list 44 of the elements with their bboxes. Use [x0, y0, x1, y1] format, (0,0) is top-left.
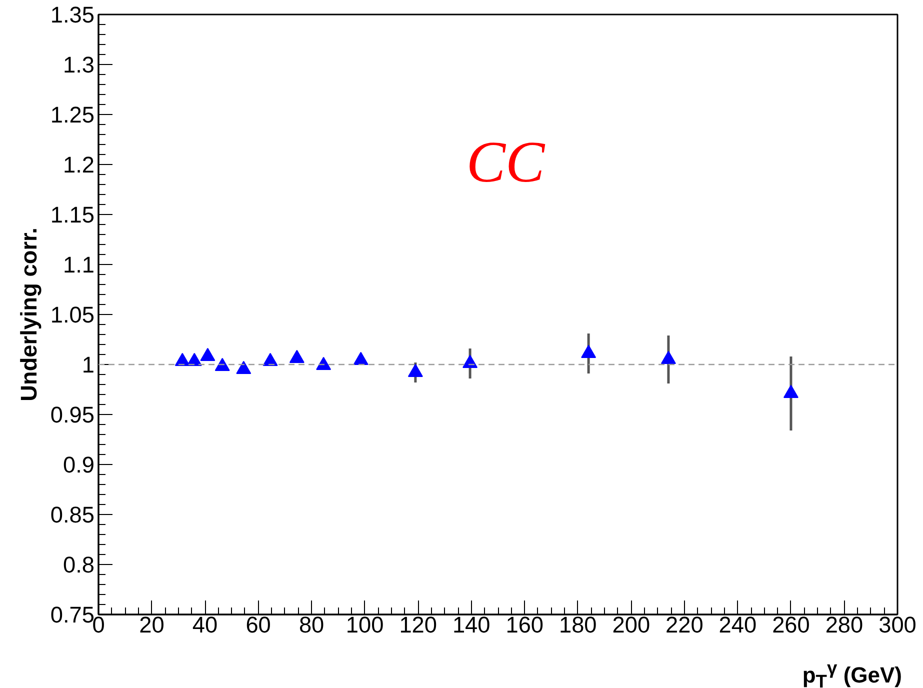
point: [214, 358, 230, 372]
y-tick-label: 1.35: [50, 2, 95, 28]
point: [783, 384, 798, 398]
y-tick-label: 1.2: [63, 152, 95, 178]
y-tick-label: 0.8: [63, 552, 95, 578]
y-tick-label: 0.85: [50, 502, 95, 528]
annotation: CC: [466, 130, 546, 194]
point: [660, 350, 676, 364]
x-axis-title: p$_{T}$$^{γ}$ (GeV): [802, 656, 902, 688]
x-tick-label: 20: [139, 612, 164, 638]
y-axis-title: Underlying corr.: [15, 228, 42, 402]
x-tick-label: 200: [612, 612, 650, 638]
x-tick-label: 220: [666, 612, 704, 638]
x-tick-label: 280: [825, 612, 864, 638]
x-tick-label: 300: [878, 612, 916, 638]
point: [408, 364, 423, 378]
point: [581, 344, 596, 358]
point: [289, 350, 304, 364]
y-tick-label: 0.95: [50, 402, 95, 428]
y-tick-label: 1.3: [63, 52, 95, 78]
y-tick-label: 1.25: [50, 102, 95, 128]
y-tick-label: 1.05: [50, 302, 95, 328]
x-tick-label: 160: [506, 612, 544, 638]
point: [462, 354, 478, 368]
point: [353, 352, 368, 366]
x-tick-label: 80: [298, 612, 324, 638]
x-tick-label: 180: [559, 612, 597, 638]
x-tick-label: 260: [772, 612, 810, 638]
point: [262, 352, 278, 366]
y-tick-label: 1: [82, 352, 95, 378]
x-tick-label: 40: [192, 612, 218, 638]
y-tick-label: 1.15: [50, 202, 95, 228]
point: [316, 356, 332, 370]
point: [200, 348, 216, 362]
x-tick-label: 140: [452, 612, 490, 638]
y-tick-label: 1.1: [63, 252, 95, 278]
x-tick-label: 100: [346, 612, 384, 638]
y-tick-label: 0.9: [63, 452, 95, 478]
x-tick-label: 240: [718, 612, 757, 638]
point: [236, 360, 252, 374]
point: [186, 352, 202, 366]
x-tick-label: 60: [246, 612, 271, 638]
x-tick-label: 0: [92, 612, 105, 638]
x-tick-label: 120: [399, 612, 438, 638]
